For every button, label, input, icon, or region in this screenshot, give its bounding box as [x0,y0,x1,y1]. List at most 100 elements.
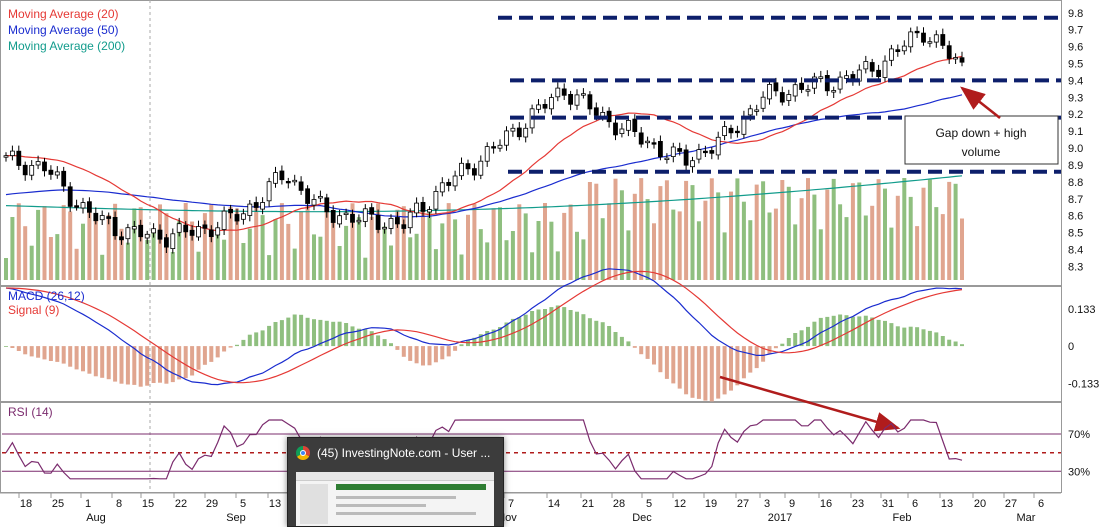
macd-histogram-bar [799,330,804,347]
thumbnail-preview[interactable] [296,472,494,526]
candle-body [812,76,817,89]
signal-line [5,270,963,384]
macd-histogram-bar [927,330,932,347]
macd-histogram-bar [196,346,201,370]
candle-body [792,84,798,97]
macd-histogram-bar [376,335,381,347]
volume-bar [466,214,470,280]
candle-body [407,211,413,229]
volume-bar [113,203,118,280]
candle-body [170,233,176,250]
volume-bar [119,228,124,280]
volume-bar [382,226,387,280]
candle-body [234,214,240,222]
x-tick-label: 14 [548,498,560,510]
volume-bar [363,257,368,280]
candle-body [664,157,670,161]
candle-body [863,61,869,70]
macd-histogram-bar [202,346,207,365]
macd-histogram-bar [286,317,291,347]
candle-body [632,118,638,132]
candle-body [420,201,426,212]
candle-body [183,224,189,233]
x-month-label: 2017 [768,512,792,524]
candle-body [324,197,330,213]
x-tick-label: 5 [240,498,246,510]
macd-histogram-bar [177,346,182,380]
x-tick-label: 9 [789,498,795,510]
candle-body [388,217,394,229]
x-tick-label: 27 [737,498,749,510]
thumbnail-title: (45) InvestingNote.com - User ... [317,446,491,460]
volume-bar [921,187,926,280]
candle-body [677,148,683,152]
volume-bar [401,206,406,280]
volume-bar [408,237,413,280]
candle-body [901,45,907,52]
ma50-line [5,94,963,218]
candle-body [946,45,952,59]
macd-histogram-bar [113,346,118,382]
candle-body [933,34,939,43]
macd-histogram-bar [459,344,464,347]
volume-bar [555,251,560,280]
macd-histogram-bar [671,346,676,384]
annotation-gap-down: Gap down + high volume [904,115,1059,165]
x-tick-label: 3 [764,498,770,510]
thumbnail-title-bar[interactable]: (45) InvestingNote.com - User ... [288,438,503,468]
volume-bar [696,221,701,280]
candle-body [112,216,118,237]
macd-histogram-bar [292,314,297,347]
candle-body [401,224,407,229]
volume-bar [485,242,490,280]
candle-body [189,229,195,236]
volume-bar [741,201,746,280]
candle-body [658,140,663,158]
price-tick-label: 9.2 [1068,109,1083,121]
candle-body [253,202,259,208]
macd-histogram-bar [215,346,220,358]
volume-bar [498,207,502,280]
volume-bar [729,191,733,280]
macd-histogram-bar [780,343,785,347]
macd-histogram-bar [594,320,599,347]
candle-body [394,217,400,225]
candle-body [767,84,772,100]
candle-body [613,122,618,136]
macd-histogram-bar [401,346,406,357]
candle-body [80,202,86,209]
candle-body [196,226,201,238]
macd-histogram-bar [684,346,689,395]
macd-histogram-bar [42,346,47,360]
volume-bar [600,218,605,280]
candle-body [927,41,933,44]
candle-body [375,214,381,230]
x-month-label: Feb [893,512,912,524]
macd-histogram-bar [23,346,28,355]
candle-body [735,130,740,134]
macd-histogram-bar [786,338,791,347]
macd-histogram-bar [716,346,721,399]
candle-body [61,170,67,187]
volume-bar [299,211,304,280]
taskbar-thumbnail[interactable]: (45) InvestingNote.com - User ... [287,437,504,527]
macd-histogram-bar [748,346,753,373]
macd-histogram-bar [472,337,477,347]
volume-bar [575,231,579,280]
macd-histogram-bar [74,346,79,370]
price-tick-label: 8.4 [1068,245,1083,257]
macd-histogram-bar [151,346,156,383]
volume-bar [132,208,137,280]
macd-histogram-bar [703,346,708,401]
candle-body [844,75,849,79]
x-month-label: Mar [1017,512,1036,524]
volume-bar [703,200,708,280]
volume-bar [491,208,496,280]
x-tick-label: 5 [646,498,652,510]
volume-bar [260,215,265,280]
price-tick-label: 9.6 [1068,42,1083,54]
candle-body [151,228,157,234]
candle-body [491,146,497,149]
volume-bar [177,221,182,280]
